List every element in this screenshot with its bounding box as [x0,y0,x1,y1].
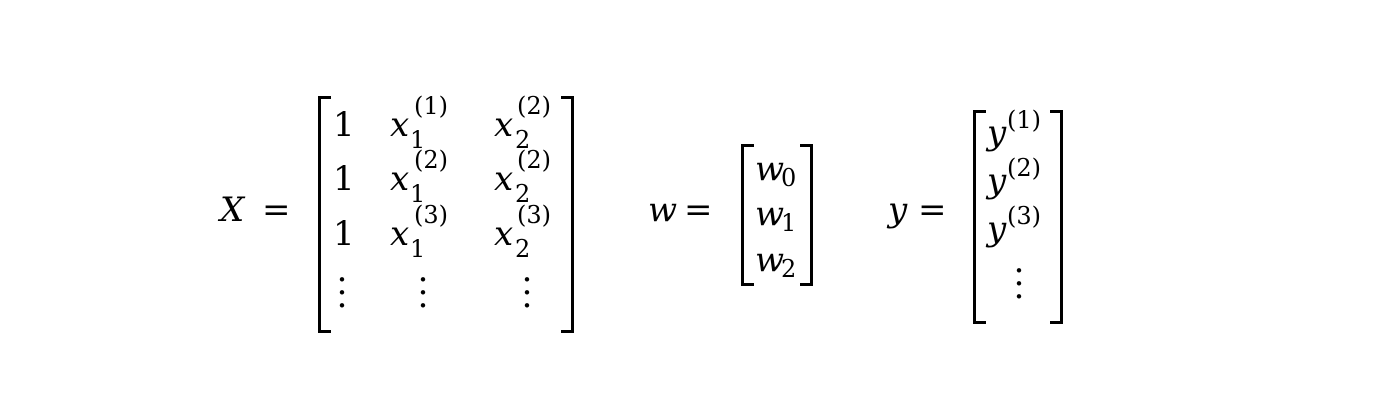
vector-y-r2-sup: (2) [1007,154,1041,182]
matrix-X-r1-c1: 1 [333,105,355,145]
vector-y-r1: y [987,113,1007,153]
vector-w-left-bracket [741,144,754,286]
vector-y-r3-sup: (3) [1007,202,1041,230]
matrix-X-r3-c3-sup: (3) [517,201,551,229]
matrix-X-left-bracket [318,96,331,333]
equals-sign-x: = [262,190,291,230]
vector-y-r2: y [987,161,1007,201]
matrix-X-r2-c2-sup: (2) [414,146,448,174]
equals-sign-w: = [684,190,713,230]
vector-w-r3: w [755,240,785,280]
y-label: y [888,190,908,230]
matrix-X-r2-c2: x [390,159,410,199]
vector-y-left-bracket [973,110,986,324]
matrix-X-right-bracket [561,96,574,333]
matrix-X-r3-c2: x [390,214,410,254]
vector-w-r1-sub: 0 [781,164,797,192]
matrix-X-r1-c2: x [390,105,410,145]
matrix-X-r2-c1: 1 [333,159,355,199]
vector-w-r2: w [755,194,785,234]
vector-y-r3: y [987,209,1007,249]
matrix-X-r3-c1: 1 [333,214,355,254]
vector-y-r1-sup: (1) [1007,106,1041,134]
matrix-X-r1-c3: x [494,105,514,145]
matrix-X-r2-c3-sub: 2 [515,180,531,208]
matrix-X-r3-c3-sub: 2 [515,235,531,263]
matrix-X-r4-c2-vdots: · · · [417,260,429,326]
matrix-X-r1-c3-sup: (2) [517,92,551,120]
matrix-X-r1-c3-sub: 2 [515,126,531,154]
matrix-X-r2-c3: x [494,159,514,199]
matrix-X-r1-c2-sub: 1 [410,126,426,154]
matrix-X-r4-c3-vdots: · · · [521,260,533,326]
vector-y-r4-vdots: · · · [1013,251,1025,317]
X-label: X [220,190,245,230]
vector-w-right-bracket [800,144,813,286]
matrix-X-r2-c2-sub: 1 [410,180,426,208]
matrix-X-r3-c2-sub: 1 [410,235,426,263]
w-label: w [648,190,678,230]
matrix-X-r1-c2-sup: (1) [414,92,448,120]
matrix-X-r3-c2-sup: (3) [414,201,448,229]
matrix-X-r3-c3: x [494,214,514,254]
vector-w-r3-sub: 2 [781,255,797,283]
vector-w-r1: w [755,149,785,189]
equals-sign-y: = [918,190,947,230]
matrix-X-r2-c3-sup: (2) [517,146,551,174]
vector-w-r2-sub: 1 [781,209,797,237]
vector-y-right-bracket [1050,110,1063,324]
matrix-X-r4-c1-vdots: · · · [336,260,348,326]
